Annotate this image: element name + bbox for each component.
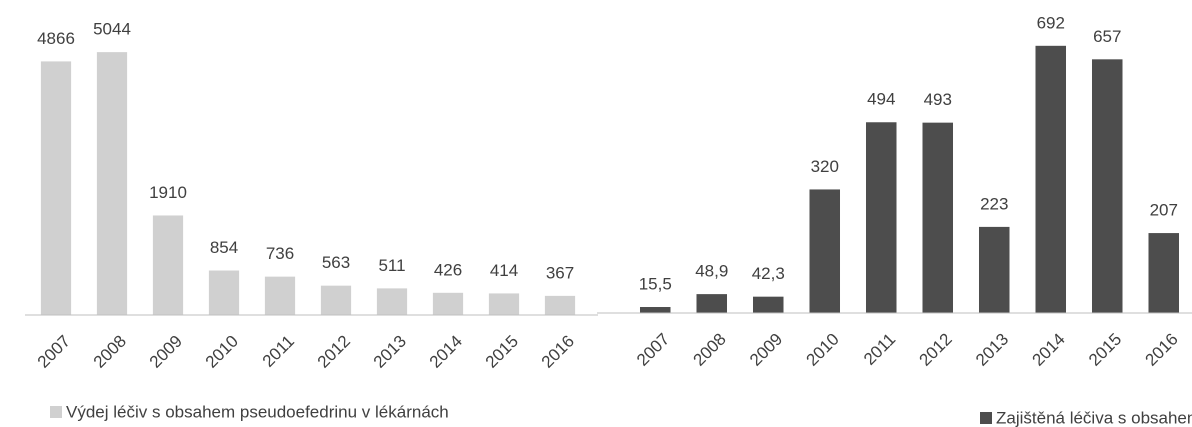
data-label: 48,9: [695, 262, 728, 281]
data-label: 511: [378, 256, 405, 275]
data-label: 320: [811, 157, 839, 176]
data-label: 4866: [37, 29, 75, 48]
bar: [809, 189, 841, 313]
bar: [922, 122, 954, 314]
data-label: 657: [1093, 27, 1121, 46]
bar: [544, 295, 576, 315]
data-label: 494: [867, 90, 895, 109]
bar: [1035, 45, 1067, 314]
x-tick-label: 2011: [259, 332, 298, 371]
data-label: 854: [210, 238, 238, 257]
x-tick-label: 2013: [972, 330, 1012, 370]
bar: [696, 294, 728, 313]
x-tick-label: 2007: [34, 332, 74, 372]
bar: [208, 270, 240, 315]
x-tick-label: 2016: [538, 332, 578, 372]
data-label: 736: [266, 244, 294, 263]
legend-swatch: [980, 412, 992, 424]
data-label: 367: [546, 263, 574, 282]
bar: [320, 285, 352, 315]
bar: [865, 122, 897, 313]
x-tick-label: 2015: [1085, 330, 1125, 370]
x-tick-label: 2012: [916, 330, 956, 370]
bar: [96, 52, 128, 315]
data-label: 1910: [149, 183, 187, 202]
x-tick-label: 2016: [1142, 330, 1182, 370]
x-tick-label: 2008: [90, 332, 130, 372]
data-label: 223: [980, 194, 1008, 213]
x-tick-label: 2015: [482, 332, 522, 372]
data-label: 42,3: [752, 264, 785, 283]
x-tick-label: 2009: [746, 330, 786, 370]
bar: [488, 293, 520, 315]
bar: [1091, 59, 1123, 314]
legend-label: Zajištěná léčiva s obsahem pseudoefedrin…: [996, 408, 1192, 427]
bar: [152, 215, 184, 315]
legend-label: Výdej léčiv s obsahem pseudoefedrinu v l…: [66, 402, 449, 421]
bar: [376, 288, 408, 315]
bar: [40, 61, 72, 315]
data-label: 414: [490, 261, 518, 280]
x-tick-label: 2008: [690, 330, 730, 370]
legend-swatch: [50, 406, 62, 418]
data-label: 426: [434, 260, 462, 279]
data-label: 5044: [93, 20, 131, 39]
x-tick-label: 2010: [803, 330, 843, 370]
bar: [432, 292, 464, 315]
data-label: 563: [322, 253, 350, 272]
x-tick-label: 2011: [860, 330, 899, 369]
x-tick-label: 2014: [426, 332, 466, 372]
bar: [264, 276, 296, 315]
x-tick-label: 2012: [314, 332, 354, 372]
data-label: 15,5: [639, 274, 672, 293]
data-label: 493: [924, 90, 952, 109]
x-tick-label: 2013: [370, 332, 410, 372]
bar: [1148, 233, 1180, 313]
x-tick-label: 2009: [146, 332, 186, 372]
data-label: 692: [1037, 13, 1065, 32]
x-tick-label: 2007: [633, 330, 673, 370]
data-label: 207: [1150, 201, 1178, 220]
x-tick-label: 2010: [202, 332, 242, 372]
bar: [752, 296, 784, 313]
bar: [978, 226, 1010, 313]
bar: [639, 307, 671, 313]
x-tick-label: 2014: [1029, 330, 1069, 370]
